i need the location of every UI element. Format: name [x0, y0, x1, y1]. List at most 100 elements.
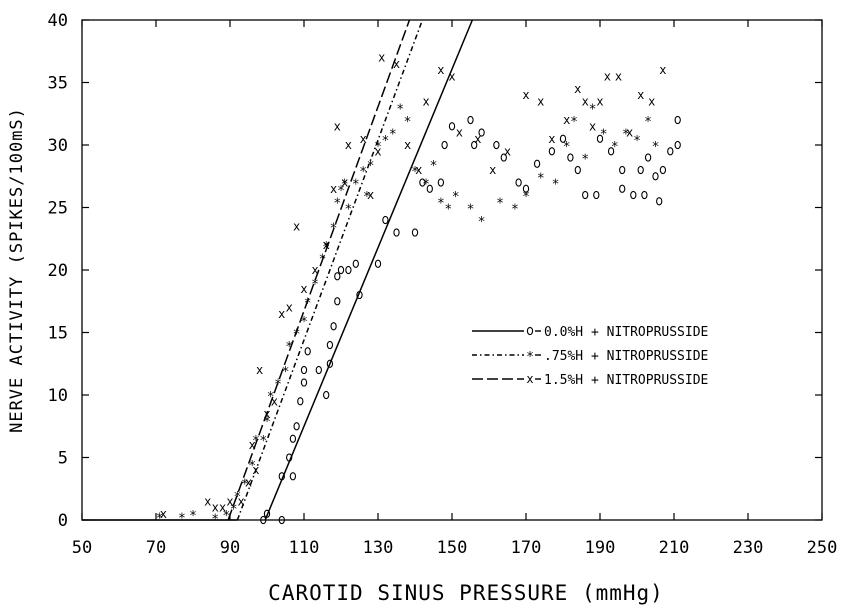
data-point: x	[537, 94, 544, 108]
data-point	[548, 147, 556, 156]
data-point: *	[322, 240, 330, 255]
data-point: *	[263, 415, 271, 430]
data-point: x	[311, 263, 318, 277]
y-tick-label: 30	[48, 136, 68, 156]
data-point: x	[249, 438, 256, 452]
data-point	[337, 265, 345, 275]
data-point: *	[211, 513, 219, 528]
data-point: *	[611, 140, 619, 155]
data-point: *	[337, 184, 345, 199]
data-point	[326, 359, 334, 368]
data-point	[471, 140, 478, 150]
tick-marks	[81, 19, 823, 521]
x-tick-label: 230	[733, 538, 764, 558]
data-point: *	[230, 503, 238, 518]
x-tick-label: 190	[585, 538, 616, 558]
data-point	[656, 197, 663, 206]
fit-line	[264, 19, 474, 521]
x-tick-label: 110	[289, 538, 320, 558]
data-point	[448, 122, 456, 131]
data-point: x	[237, 494, 244, 508]
data-point	[289, 472, 297, 481]
data-point	[345, 265, 352, 275]
data-point: *	[259, 434, 267, 449]
data-point: x	[456, 126, 463, 140]
x-tick-label: 170	[511, 538, 542, 558]
data-point	[356, 290, 363, 300]
data-point	[559, 134, 567, 143]
data-point	[278, 472, 285, 481]
x-tick-label: 150	[437, 538, 468, 558]
data-point	[574, 165, 581, 175]
data-point: *	[422, 178, 430, 193]
data-point: *	[319, 253, 327, 268]
data-point: *	[644, 115, 652, 130]
data-point: *	[522, 190, 530, 205]
data-point	[493, 140, 500, 150]
data-point: x	[323, 238, 330, 252]
data-point: *	[285, 340, 293, 355]
data-point	[419, 178, 426, 187]
y-tick-label: 25	[48, 199, 68, 219]
axes-frame	[81, 19, 823, 521]
data-point: x	[563, 113, 570, 127]
data-point	[582, 190, 589, 200]
data-point: *	[248, 459, 256, 474]
data-point: *	[233, 490, 241, 505]
data-point: *	[363, 190, 371, 205]
data-point: x	[374, 144, 381, 158]
data-point: x	[474, 132, 481, 146]
data-point: x	[648, 94, 655, 108]
legend-label: .75%H + NITROPRUSSIDE	[544, 349, 708, 364]
data-point: *	[396, 103, 404, 118]
y-tick-label: 20	[48, 261, 68, 281]
data-point	[297, 397, 304, 406]
data-point: x	[226, 494, 233, 508]
data-point: *	[389, 128, 397, 143]
data-point	[330, 322, 337, 331]
data-point: *	[563, 140, 571, 155]
data-point: x	[256, 363, 263, 377]
legend-marker	[526, 326, 534, 336]
data-point: x	[360, 132, 367, 146]
data-point: *	[467, 203, 475, 218]
data-point: *	[330, 221, 338, 236]
data-point: x	[489, 163, 496, 177]
data-point: x	[293, 219, 300, 233]
data-point: x	[271, 394, 278, 408]
data-point	[334, 297, 341, 306]
data-point	[467, 115, 474, 125]
x-tick-label: 250	[807, 538, 838, 558]
data-point: *	[374, 140, 382, 155]
data-point: x	[596, 94, 603, 108]
x-tick-label: 90	[220, 538, 240, 558]
data-point: *	[552, 178, 560, 193]
data-point	[500, 153, 507, 162]
data-point: x	[219, 501, 226, 515]
data-point: *	[293, 328, 301, 343]
data-point	[659, 165, 667, 175]
x-tick-label: 70	[146, 538, 166, 558]
data-point	[382, 215, 389, 225]
legend-marker: x	[526, 372, 533, 386]
data-point: x	[330, 182, 337, 196]
data-point: *	[411, 165, 419, 180]
data-point: *	[437, 196, 445, 211]
data-point: x	[437, 63, 444, 77]
legend-marker: *	[526, 350, 534, 365]
data-point	[644, 153, 652, 162]
data-point: *	[267, 390, 275, 405]
data-point	[352, 259, 359, 268]
data-point	[515, 178, 522, 187]
data-point: x	[615, 69, 622, 83]
data-point: *	[352, 178, 360, 193]
data-point: x	[574, 82, 581, 96]
data-point	[323, 390, 330, 400]
fit-lines	[82, 19, 474, 521]
data-point: x	[245, 476, 252, 490]
data-point	[652, 172, 659, 181]
data-point: x	[300, 282, 307, 296]
data-point: x	[637, 88, 644, 102]
data-point: x	[393, 57, 400, 71]
